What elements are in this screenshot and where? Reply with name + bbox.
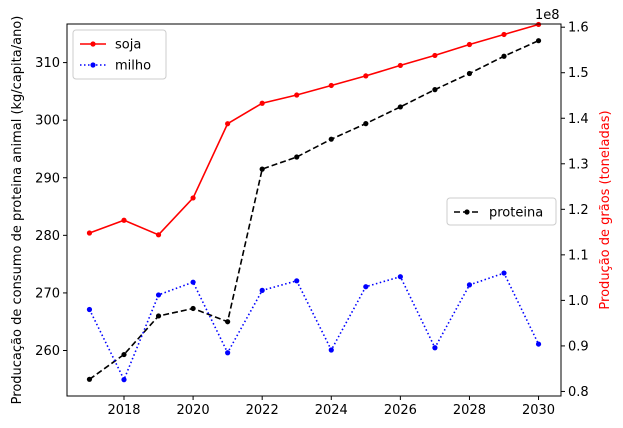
point-proteina [259,166,265,172]
right-y-tick-label: 1.5 [568,66,589,81]
point-milho [259,287,265,293]
x-tick-label: 2030 [522,403,555,418]
point-milho [121,377,127,383]
point-proteina [432,87,438,93]
series-soja [86,21,542,238]
point-proteina [294,154,300,160]
point-milho [155,292,162,298]
series-proteina [86,38,542,382]
point-milho [190,279,196,285]
point-milho [363,284,369,290]
legend-marker [464,209,470,215]
point-proteina [535,38,542,44]
point-soja [190,195,196,201]
legend-marker [90,41,96,47]
x-tick-label: 2026 [384,403,417,418]
legend-entry-milho: milho [80,59,151,74]
point-milho [86,306,93,313]
axes: 2018 2020 2022 2024 2026 2028 2030 260 270 280 290… [35,21,589,418]
point-proteina [121,351,127,358]
point-milho [432,345,438,351]
point-milho [225,350,231,356]
point-proteina [86,376,93,382]
series-line-soja [89,23,539,236]
right-axis-title: Produção de grãos (toneladas) [598,110,613,309]
point-proteina [155,313,162,319]
point-soja [397,62,403,69]
left-y-tick-label: 270 [35,286,60,301]
right-axis-multiplier: 1e8 [535,8,560,23]
x-tick-label: 2028 [453,403,486,418]
right-y-tick-label: 0.8 [568,385,589,400]
point-milho [397,274,403,280]
right-y-tick-label: 1.0 [568,294,589,309]
point-proteina [397,104,403,110]
legend-entry-soja: soja [80,38,141,53]
point-soja [363,73,369,79]
point-milho [535,341,542,347]
left-y-tick-label: 310 [35,56,60,71]
point-soja [86,230,93,236]
right-y-tick-label: 1.2 [568,203,589,218]
legend-upper-left: soja milho [72,29,167,80]
point-soja [466,41,473,48]
point-soja [294,92,300,98]
point-milho [328,347,334,353]
plot-frame [66,23,562,397]
legends: soja milho proteina [72,29,557,226]
legend-center-right: proteina [446,197,557,226]
point-proteina [501,53,507,59]
left-y-tick-label: 260 [35,344,60,359]
point-soja [328,82,334,89]
series-milho [86,270,542,383]
point-soja [259,100,265,106]
legend-marker [90,62,96,68]
legend-label: proteina [489,206,543,221]
point-proteina [363,121,369,127]
legend-label: soja [115,38,141,53]
x-tick-label: 2024 [315,403,348,418]
point-proteina [466,70,473,77]
x-tick-label: 2020 [177,403,210,418]
point-soja [432,52,438,59]
series-line-milho [88,272,540,382]
point-soja [225,121,231,127]
legend-entry-proteina: proteina [454,206,543,221]
point-proteina [190,305,196,312]
series-line-proteina [89,39,539,380]
left-y-tick-label: 280 [35,229,60,244]
point-proteina [225,319,231,325]
point-soja [501,31,507,38]
x-tick-label: 2022 [246,403,279,418]
point-proteina [328,136,334,142]
right-y-tick-label: 1.4 [568,112,589,127]
legend-label: milho [115,59,151,74]
x-tick-label: 2018 [107,403,140,418]
right-y-tick-label: 0.9 [568,339,589,354]
right-y-tick-label: 1.1 [568,248,589,263]
left-y-tick-label: 290 [35,171,60,186]
right-y-tick-label: 1.3 [568,157,589,172]
left-axis-title: Producação de consumo de proteina animal… [10,16,25,405]
legend-box [446,197,557,226]
right-y-tick-label: 1.6 [568,21,589,36]
point-milho [294,278,300,284]
point-milho [501,270,507,276]
left-y-tick-label: 300 [35,114,60,129]
point-soja [121,217,127,223]
point-soja [155,232,162,238]
legend-box [72,29,167,80]
plot-area [86,21,542,383]
point-milho [466,282,473,288]
